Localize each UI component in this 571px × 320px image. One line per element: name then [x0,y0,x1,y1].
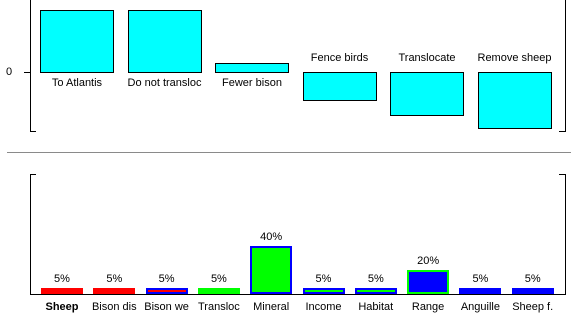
bottom-bar-pct-sheep: 5% [54,273,70,285]
top-bar-translocate[interactable] [390,72,464,116]
bottom-bar-pct-anguille: 5% [472,273,489,285]
bottom-bar-pct-transloc: 5% [210,273,227,285]
top-bar-label-remove-sheep: Remove sheep [477,52,552,64]
top-bar-label-fewer-bison: Fewer bison [222,77,282,89]
top-bar-fence-birds[interactable] [302,72,377,101]
bottom-bar-anguille[interactable] [459,288,502,294]
bottom-bar-label-bison-dis: Bison dis [91,301,137,313]
bottom-bar-label-mineral: Mineral [253,301,290,313]
panel-divider [7,152,571,153]
bottom-bar-label-income: Income [305,301,342,313]
top-bar-do-not-transloc[interactable] [127,10,202,73]
bottom-bar-bison-dis[interactable] [93,288,136,294]
top-bar-label-do-not-transloc: Do not transloc [127,77,202,89]
bottom-bar-pct-bison-we: 5% [158,273,175,285]
bottom-bar-sheep-f[interactable] [511,288,554,294]
bottom-chart-right-bracket-top [559,174,566,175]
bottom-bar-mineral[interactable] [250,246,293,294]
top-chart-bottom-right-edge [559,131,566,132]
bottom-bar-habitat[interactable] [354,288,397,294]
top-chart-zero-tick [24,72,31,73]
top-chart-left-axis [30,0,31,132]
bottom-bar-label-sheep-f: Sheep f. [512,301,554,313]
top-bar-remove-sheep[interactable] [477,72,552,129]
bottom-bar-range[interactable] [407,270,450,294]
bottom-bar-pct-bison-dis: 5% [106,273,123,285]
bottom-bar-income[interactable] [302,288,345,294]
bottom-bar-label-transloc: Transloc [198,301,240,313]
bottom-bar-pct-range: 20% [417,255,440,267]
bottom-chart-baseline [30,294,566,295]
bottom-bar-bison-we[interactable] [145,288,188,294]
bottom-chart-left-axis [30,174,31,295]
bottom-bar-label-bison-we: Bison we [144,301,189,313]
top-bar-to-atlantis[interactable] [40,10,114,73]
bottom-chart-left-bracket-top [30,174,36,175]
top-bar-label-to-atlantis: To Atlantis [51,77,103,89]
bottom-bar-pct-habitat: 5% [367,273,384,285]
bottom-bar-pct-sheep-f: 5% [524,273,541,285]
bottom-bar-label-habitat: Habitat [358,301,394,313]
bottom-bar-label-sheep: Sheep [45,301,79,313]
bottom-bar-sheep[interactable] [41,288,83,294]
bottom-bar-pct-income: 5% [315,273,332,285]
bottom-chart-right-axis [565,174,566,295]
top-chart-right-axis [565,0,566,132]
top-chart-zero-label: 0 [6,66,13,78]
top-bar-label-translocate: Translocate [398,52,456,64]
bottom-bar-label-anguille: Anguille [460,301,500,313]
top-bar-fewer-bison[interactable] [215,63,289,73]
bottom-bar-pct-mineral: 40% [260,231,283,243]
bottom-bar-transloc[interactable] [197,288,240,294]
top-bar-label-fence-birds: Fence birds [310,52,369,64]
top-chart-bottom-left-edge [30,131,36,132]
bottom-bar-label-range: Range [411,301,445,313]
